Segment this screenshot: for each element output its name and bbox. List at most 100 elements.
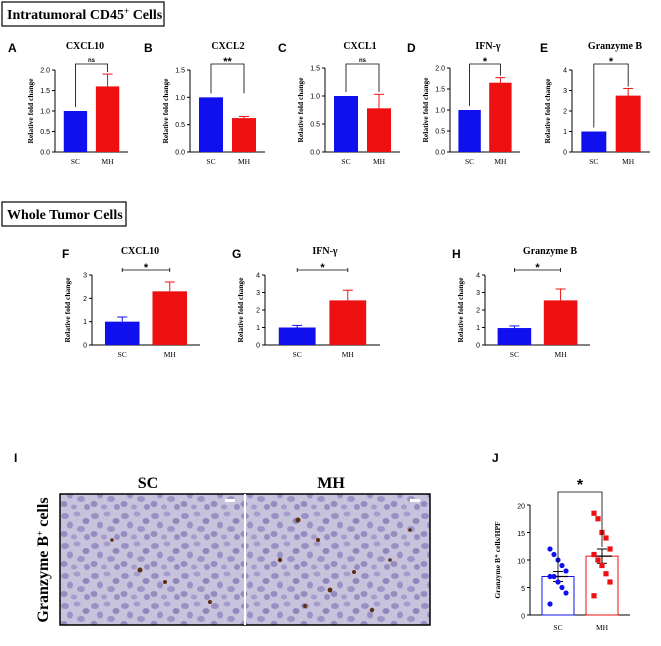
section-title-whole: Whole Tumor Cells	[7, 208, 123, 223]
significance-bracket	[345, 63, 380, 92]
bar-mh	[329, 300, 367, 345]
y-tick-label: 1.0	[40, 108, 50, 115]
x-category-label: MH	[164, 350, 177, 359]
chart-C: C CXCL1 Relative fold change 0.0 0.5 1.0 1.5 SC…	[278, 41, 400, 166]
bar-sc	[278, 327, 316, 345]
significance-bracket	[557, 491, 603, 573]
panel-letter: C	[278, 41, 287, 55]
y-tick-label: 15	[517, 531, 525, 538]
micrograph-panel: I SC MH Granzyme B+ cells	[14, 451, 431, 626]
micrograph-label-mh: MH	[317, 475, 345, 492]
data-point-mh	[595, 557, 601, 563]
data-point-sc	[547, 573, 553, 580]
x-category-label: MH	[555, 350, 568, 359]
x-category-label: MH	[342, 350, 355, 359]
panel-letter: H	[452, 247, 461, 261]
data-point-sc	[559, 584, 565, 591]
y-tick-label: 1	[563, 129, 567, 136]
y-tick-label: 2	[83, 296, 87, 303]
data-point-sc	[555, 579, 561, 585]
bar-mh	[232, 118, 256, 152]
significance-label: ns	[359, 58, 367, 64]
y-tick-label: 0.0	[40, 149, 50, 156]
data-point-mh	[591, 593, 597, 599]
x-category-label: MH	[102, 157, 115, 166]
y-tick-label: 0	[256, 342, 260, 349]
y-tick-label: 1.5	[175, 67, 185, 74]
x-category-label: SC	[510, 350, 519, 359]
y-axis-label: Relative fold change	[296, 77, 305, 143]
y-tick-label: 20	[517, 504, 525, 511]
chart-title: Granzyme B	[523, 246, 577, 257]
bar-sc	[581, 131, 607, 152]
significance-label: **	[223, 56, 232, 68]
bar-sc	[199, 97, 223, 152]
data-point-mh	[591, 510, 597, 516]
bar-mh	[152, 291, 188, 345]
y-tick-label: 0	[476, 342, 480, 349]
significance-label: *	[609, 56, 614, 68]
data-point-mh	[603, 535, 609, 541]
section-header-intratumoral: Intratumoral CD45+ Cells	[1, 1, 165, 27]
bar-mh	[543, 300, 578, 345]
chart-title: Granzyme B	[588, 41, 642, 52]
granzyme-stain-spots	[110, 517, 412, 613]
y-axis-label: Granzyme B⁺ cells/HPF	[493, 521, 502, 599]
chart-E: E Granzyme B Relative fold change 0 1 2 3 4 SC MH…	[540, 41, 650, 166]
y-axis-label: Relative fold change	[236, 277, 245, 343]
y-tick-label: 0.5	[40, 129, 50, 136]
chart-title: CXCL10	[66, 41, 104, 52]
panel-letter: B	[144, 41, 153, 55]
y-tick-label: 2.0	[435, 65, 445, 72]
significance-label: *	[535, 262, 540, 274]
significance-bracket	[593, 63, 629, 128]
section-title-text: Intratumoral CD45	[7, 8, 124, 23]
y-axis-label: Relative fold change	[421, 77, 430, 143]
x-category-label: SC	[293, 350, 302, 359]
chart-A: A CXCL10 Relative fold change 0.0 0.5 1.0 1.5 2…	[8, 41, 128, 166]
y-tick-label: 2	[256, 307, 260, 314]
x-category-label: SC	[71, 157, 80, 166]
significance-bracket	[75, 63, 108, 107]
panel-letter: D	[407, 41, 416, 55]
bar-sc	[458, 110, 481, 152]
y-tick-label: 1.5	[435, 86, 445, 93]
y-tick-label: 1.0	[435, 107, 445, 114]
y-tick-label: 10	[517, 559, 525, 566]
micrograph-label-sc: SC	[138, 475, 158, 492]
y-tick-label: 0	[83, 342, 87, 349]
chart-title: IFN-γ	[312, 246, 338, 257]
data-point-mh	[591, 551, 597, 558]
y-tick-label: 1.0	[310, 93, 320, 100]
y-tick-label: 3	[83, 272, 87, 279]
significance-label: *	[483, 56, 488, 68]
y-axis-label: Relative fold change	[456, 277, 465, 343]
data-point-mh	[607, 546, 613, 552]
chart-D: D IFN-γ Relative fold change 0.0 0.5 1.0 1.5 2.…	[407, 41, 520, 166]
chart-H: H Granzyme B Relative fold change 0 1 2 3 4 SC MH…	[452, 246, 590, 359]
panel-letter: E	[540, 41, 548, 55]
y-tick-label: 0.0	[310, 149, 320, 156]
data-point-sc	[551, 573, 557, 580]
y-tick-label: 0.0	[435, 149, 445, 156]
y-tick-label: 4	[476, 272, 480, 279]
y-tick-label: 4	[563, 67, 567, 74]
bar-mh	[615, 95, 641, 152]
x-category-label: MH	[622, 157, 635, 166]
bar-sc	[63, 111, 88, 152]
y-axis-label: Relative fold change	[26, 78, 35, 144]
x-category-label: SC	[465, 157, 474, 166]
data-point-sc	[551, 551, 557, 558]
data-point-sc	[547, 546, 553, 552]
y-tick-label: 0	[563, 149, 567, 156]
data-point-mh	[595, 516, 601, 522]
panel-letter: F	[62, 247, 69, 261]
significance-bracket	[210, 63, 245, 94]
chart-J: J Granzyme B⁺ cells/HPF 0 5 10 15 20 SC MH *	[492, 451, 630, 632]
significance-label: *	[320, 262, 325, 274]
x-category-label: SC	[206, 157, 215, 166]
bar-mh	[489, 82, 512, 152]
x-category-label: SC	[341, 157, 350, 166]
y-tick-label: 0.5	[435, 128, 445, 135]
x-category-label: SC	[553, 623, 562, 632]
